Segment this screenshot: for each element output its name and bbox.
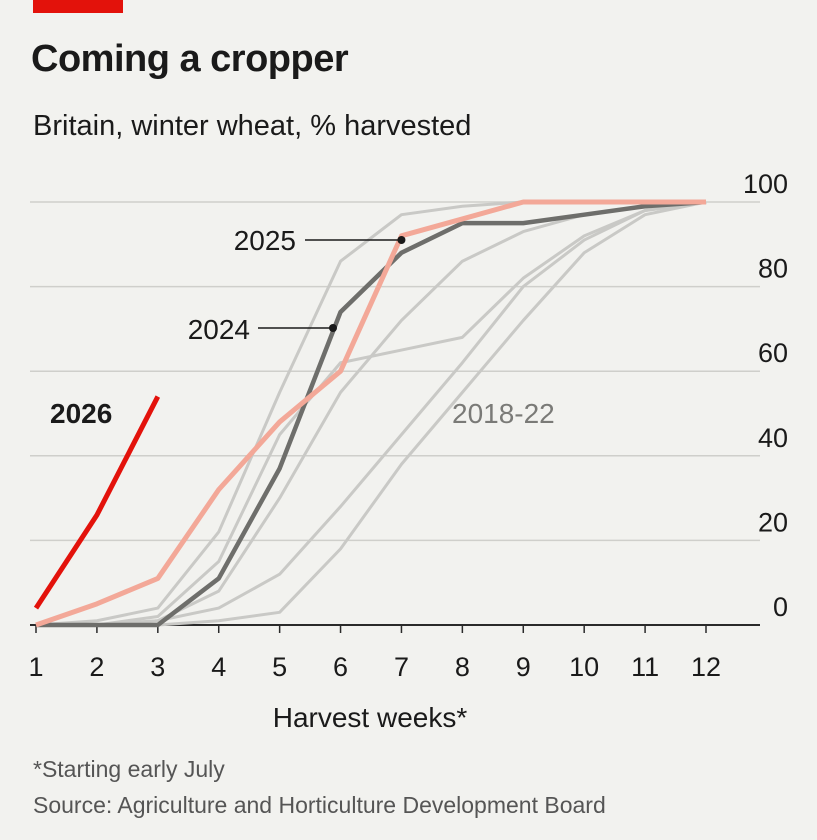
- chart-title: Coming a cropper: [31, 38, 349, 80]
- y-tick-label: 0: [773, 592, 788, 622]
- x-tick-label: 10: [569, 652, 599, 682]
- x-tick-label: 8: [455, 652, 470, 682]
- x-tick-label: 11: [631, 652, 659, 682]
- y-tick-label: 60: [758, 338, 788, 368]
- footnote: *Starting early July: [33, 756, 225, 782]
- x-tick-labels: 1 2 3 4 5 6 7 8 9 10 11 12: [28, 625, 721, 682]
- y-tick-labels: 0 20 40 60 80 100: [743, 169, 788, 622]
- series-lines: [33, 199, 707, 628]
- series-line-historic: [36, 200, 707, 627]
- x-tick-label: 6: [333, 652, 348, 682]
- x-tick-label: 7: [394, 652, 409, 682]
- x-tick-label: 5: [272, 652, 287, 682]
- annotation-2024: 2024: [188, 314, 250, 345]
- x-tick-label: 9: [516, 652, 531, 682]
- series-line-2025: [35, 199, 706, 628]
- y-tick-label: 20: [758, 507, 788, 537]
- source-note: Source: Agriculture and Horticulture Dev…: [33, 792, 606, 818]
- accent-bar: [33, 0, 123, 13]
- series-line-historic: [36, 200, 707, 627]
- chart-subtitle: Britain, winter wheat, % harvested: [33, 110, 472, 142]
- x-tick-label: 4: [211, 652, 226, 682]
- annotations: 2025 2024 2018-22 2026: [50, 225, 555, 429]
- marker-2025: [397, 236, 406, 244]
- series-line-2026: [33, 395, 161, 610]
- marker-2024: [329, 324, 337, 332]
- x-tick-label: 12: [691, 652, 721, 682]
- series-line-historic: [36, 200, 707, 627]
- x-axis-label: Harvest weeks*: [273, 702, 468, 733]
- annotation-2025: 2025: [234, 225, 296, 256]
- annotation-2018-22: 2018-22: [452, 398, 555, 429]
- series-line-historic: [35, 200, 706, 627]
- gridlines: [30, 201, 760, 626]
- x-tick-label: 3: [150, 652, 165, 682]
- x-tick-label: 2: [89, 652, 104, 682]
- series-line-2024: [36, 199, 707, 628]
- annotation-2026: 2026: [50, 398, 112, 429]
- y-tick-label: 40: [758, 423, 788, 453]
- x-tick-label: 1: [28, 652, 43, 682]
- series-line-2018-22: [36, 200, 707, 627]
- y-tick-label: 100: [743, 169, 788, 199]
- y-tick-label: 80: [758, 254, 788, 284]
